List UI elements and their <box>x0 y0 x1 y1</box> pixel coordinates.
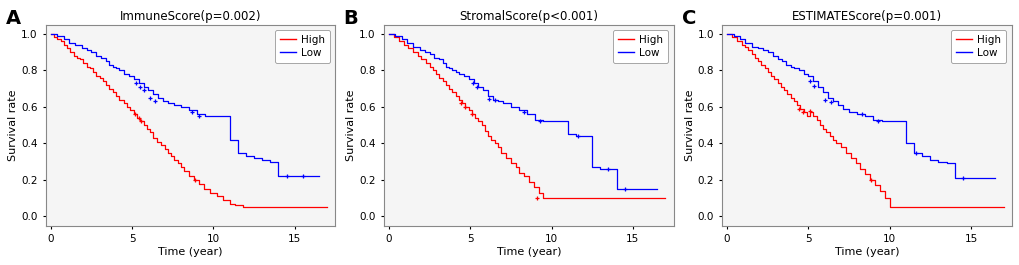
Title: ImmuneScore(p=0.002): ImmuneScore(p=0.002) <box>120 11 261 24</box>
X-axis label: Time (year): Time (year) <box>834 247 899 257</box>
Text: C: C <box>681 8 695 28</box>
Text: B: B <box>343 8 358 28</box>
Legend: High, Low: High, Low <box>951 30 1006 63</box>
X-axis label: Time (year): Time (year) <box>496 247 560 257</box>
Y-axis label: Survival rate: Survival rate <box>8 89 18 161</box>
Y-axis label: Survival rate: Survival rate <box>346 89 356 161</box>
Title: ESTIMATEScore(p=0.001): ESTIMATEScore(p=0.001) <box>791 11 942 24</box>
Text: A: A <box>5 8 20 28</box>
Title: StromalScore(p<0.001): StromalScore(p<0.001) <box>459 11 598 24</box>
X-axis label: Time (year): Time (year) <box>158 247 223 257</box>
Legend: High, Low: High, Low <box>275 30 330 63</box>
Y-axis label: Survival rate: Survival rate <box>684 89 694 161</box>
Legend: High, Low: High, Low <box>612 30 667 63</box>
